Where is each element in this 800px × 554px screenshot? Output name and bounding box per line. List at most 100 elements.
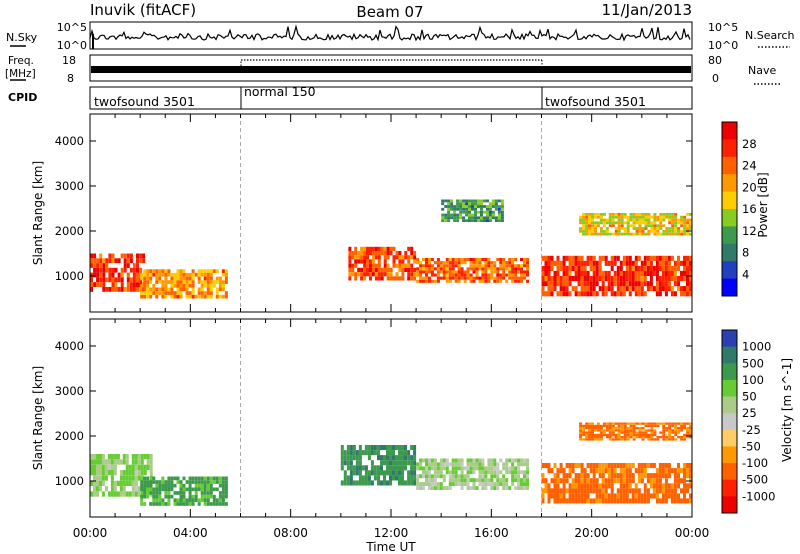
echo-cell	[413, 470, 417, 476]
echo-cell	[398, 475, 401, 481]
echo-cell	[490, 276, 494, 280]
echo-cell	[447, 199, 451, 203]
echo-cell	[466, 458, 470, 463]
echo-cell	[632, 215, 636, 219]
echo-cell	[541, 286, 545, 292]
echo-cell	[404, 460, 407, 466]
echo-cell	[680, 224, 684, 228]
echo-cell	[146, 294, 150, 299]
echo-cell	[659, 227, 663, 230]
echo-cell	[416, 279, 420, 283]
echo-cell	[480, 216, 483, 220]
echo-cell	[487, 273, 491, 277]
echo-cell	[677, 422, 681, 425]
echo-cell	[607, 483, 611, 489]
echo-cell	[616, 498, 620, 504]
echo-cell	[680, 286, 683, 292]
echo-cell	[562, 473, 566, 479]
echo-cell	[447, 210, 451, 214]
echo-cell	[200, 483, 204, 488]
echo-cell	[658, 483, 662, 489]
echo-cell	[383, 460, 386, 466]
echo-cell	[610, 255, 614, 261]
echo-cell	[176, 272, 180, 277]
echo-cell	[652, 488, 656, 494]
echo-cell	[182, 269, 186, 273]
echo-cell	[500, 205, 504, 208]
echo-cell	[585, 213, 589, 216]
echo-cell	[580, 493, 584, 499]
echo-cell	[428, 474, 431, 479]
echo-cell	[99, 272, 103, 278]
echo-cell	[425, 261, 428, 265]
echo-cell	[613, 260, 617, 266]
velocity-colorbar-tick: -1000	[742, 489, 775, 503]
echo-cell	[626, 433, 630, 437]
echo-cell	[173, 276, 177, 281]
echo-cell	[146, 280, 150, 284]
echo-cell	[586, 270, 590, 276]
echo-cell	[404, 251, 408, 256]
nsky-strip: N.Sky 10^5 10^0 10^5 10^0 N.Search	[6, 21, 795, 52]
echo-cell	[441, 213, 445, 217]
echo-cell	[395, 445, 398, 451]
echo-cell	[613, 498, 617, 504]
echo-cell	[616, 291, 620, 297]
echo-cell	[146, 272, 150, 277]
echo-cell	[221, 269, 225, 273]
echo-cell	[611, 218, 615, 222]
echo-cell	[596, 232, 600, 236]
echo-cell	[565, 488, 569, 494]
echo-cell	[622, 291, 626, 297]
echo-cell	[582, 215, 586, 219]
echo-cell	[634, 276, 638, 282]
echo-cell	[460, 270, 464, 274]
echo-cell	[629, 433, 633, 437]
echo-cell	[355, 455, 359, 461]
echo-cell	[366, 255, 369, 260]
echo-cell	[680, 232, 684, 236]
echo-cell	[661, 270, 665, 276]
echo-cell	[579, 218, 583, 222]
echo-cell	[194, 476, 198, 481]
echo-cell	[604, 260, 608, 266]
echo-cell	[556, 468, 560, 474]
echo-cell	[454, 276, 458, 280]
echo-cell	[626, 229, 630, 233]
echo-cell	[377, 259, 381, 264]
echo-cell	[477, 202, 480, 206]
echo-cell	[655, 281, 659, 287]
echo-cell	[514, 279, 518, 283]
velocity-colorbar-swatch	[722, 479, 737, 497]
echo-cell	[407, 460, 411, 466]
echo-cell	[652, 483, 656, 489]
echo-cell	[398, 255, 402, 260]
echo-cell	[637, 478, 641, 484]
echo-cell	[451, 264, 455, 268]
echo-cell	[134, 459, 138, 465]
echo-cell	[99, 258, 103, 264]
echo-cell	[544, 478, 548, 484]
echo-cell	[677, 498, 680, 504]
echo-cell	[465, 199, 469, 203]
echo-cell	[343, 480, 347, 486]
echo-cell	[170, 483, 174, 488]
echo-cell	[386, 455, 389, 461]
echo-cell	[610, 498, 614, 504]
echo-cell	[203, 487, 207, 492]
echo-cell	[562, 281, 566, 287]
echo-cell	[472, 486, 476, 490]
echo-cell	[179, 494, 183, 499]
echo-cell	[99, 263, 103, 268]
echo-cell	[413, 251, 417, 256]
echo-cell	[152, 498, 156, 503]
echo-cell	[474, 199, 477, 203]
echo-cell	[671, 227, 675, 230]
echo-cell	[99, 486, 102, 492]
echo-cell	[221, 483, 225, 488]
echo-cell	[459, 216, 463, 220]
echo-cell	[483, 216, 486, 220]
echo-cell	[484, 261, 488, 265]
echo-cell	[468, 207, 471, 211]
echo-cell	[544, 255, 548, 261]
